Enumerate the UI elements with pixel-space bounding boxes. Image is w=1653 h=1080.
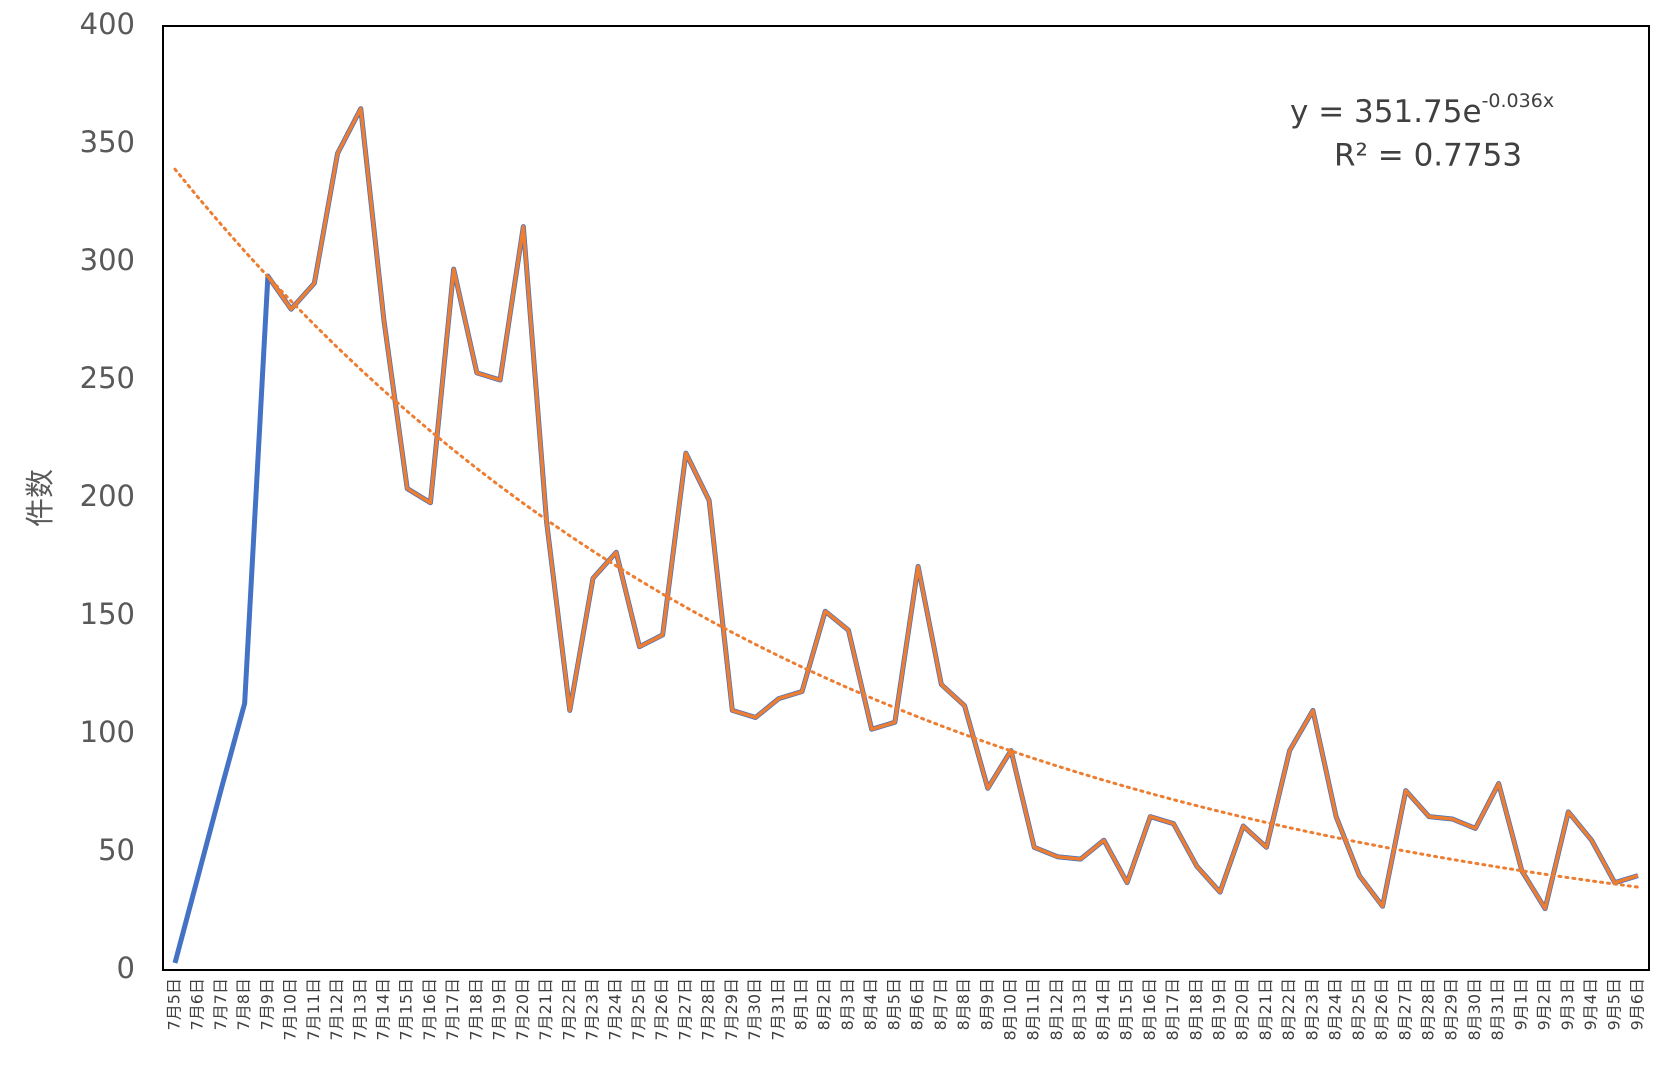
x-tick-label: 8月6日 xyxy=(908,978,927,1030)
y-tick-label: 100 xyxy=(80,715,135,749)
x-tick-label: 9月1日 xyxy=(1511,978,1530,1030)
y-tick-label: 50 xyxy=(98,833,135,867)
x-tick-label: 8月1日 xyxy=(792,978,811,1030)
x-tick-label: 7月7日 xyxy=(211,978,230,1030)
x-tick-label: 7月11日 xyxy=(304,978,323,1041)
x-tick-label: 7月13日 xyxy=(350,978,369,1041)
x-tick-label: 8月31日 xyxy=(1488,978,1507,1041)
plot-frame xyxy=(162,25,1650,971)
x-tick-label: 7月15日 xyxy=(397,978,416,1041)
x-tick-label: 8月21日 xyxy=(1256,978,1275,1041)
x-tick-label: 8月17日 xyxy=(1163,978,1182,1041)
x-tick-label: 7月5日 xyxy=(165,978,184,1030)
line-series xyxy=(172,106,1639,964)
x-tick-label: 7月23日 xyxy=(583,978,602,1041)
y-tick-label: 300 xyxy=(80,243,135,277)
x-tick-label: 8月13日 xyxy=(1070,978,1089,1041)
x-tick-label: 8月2日 xyxy=(815,978,834,1030)
trendline xyxy=(173,167,1640,889)
x-tick-label: 7月31日 xyxy=(768,978,787,1041)
x-tick-label: 8月18日 xyxy=(1186,978,1205,1041)
trend-equation: y = 351.75e-0.036x xyxy=(1290,90,1554,130)
x-tick-label: 8月29日 xyxy=(1442,978,1461,1041)
x-tick-label: 8月27日 xyxy=(1395,978,1414,1041)
x-tick-label: 7月16日 xyxy=(420,978,439,1041)
x-tick-label: 8月15日 xyxy=(1117,978,1136,1041)
x-tick-label: 7月25日 xyxy=(629,978,648,1041)
x-tick-label: 9月5日 xyxy=(1604,978,1623,1030)
x-tick-label: 8月20日 xyxy=(1233,978,1252,1041)
x-tick-label: 8月19日 xyxy=(1210,978,1229,1041)
x-tick-label: 8月12日 xyxy=(1047,978,1066,1041)
y-tick-label: 350 xyxy=(80,125,135,159)
y-axis-label: 件数 xyxy=(23,469,57,527)
r-squared: R² = 0.7753 xyxy=(1334,138,1522,174)
x-tick-label: 7月28日 xyxy=(699,978,718,1041)
x-tick-label: 8月5日 xyxy=(884,978,903,1030)
x-tick-label: 7月24日 xyxy=(606,978,625,1041)
x-tick-label: 8月24日 xyxy=(1326,978,1345,1041)
x-tick-label: 7月8日 xyxy=(234,978,253,1030)
x-tick-label: 8月14日 xyxy=(1093,978,1112,1041)
x-tick-label: 7月19日 xyxy=(490,978,509,1041)
x-tick-label: 7月18日 xyxy=(466,978,485,1041)
x-tick-label: 8月3日 xyxy=(838,978,857,1030)
x-tick-label: 9月3日 xyxy=(1558,978,1577,1030)
x-tick-label: 7月14日 xyxy=(374,978,393,1041)
x-tick-label: 7月26日 xyxy=(652,978,671,1041)
x-tick-label: 8月8日 xyxy=(954,978,973,1030)
x-tick-label: 7月27日 xyxy=(675,978,694,1041)
x-tick-label: 8月26日 xyxy=(1372,978,1391,1041)
x-tick-label: 9月2日 xyxy=(1535,978,1554,1030)
x-tick-label: 8月16日 xyxy=(1140,978,1159,1041)
x-tick-label: 9月6日 xyxy=(1628,978,1647,1030)
x-tick-label: 8月11日 xyxy=(1024,978,1043,1041)
x-tick-label: 7月22日 xyxy=(559,978,578,1041)
x-tick-label: 8月10日 xyxy=(1001,978,1020,1041)
x-tick-label: 7月6日 xyxy=(188,978,207,1030)
x-tick-label: 8月30日 xyxy=(1465,978,1484,1041)
x-tick-label: 8月9日 xyxy=(977,978,996,1030)
y-tick-label: 400 xyxy=(80,7,135,41)
x-tick-label: 8月4日 xyxy=(861,978,880,1030)
x-tick-label: 8月25日 xyxy=(1349,978,1368,1041)
equation-exponent: -0.036x xyxy=(1482,90,1555,112)
equation: y = 351.75e xyxy=(1290,94,1482,130)
x-tick-label: 8月23日 xyxy=(1302,978,1321,1041)
x-tick-label: 7月10日 xyxy=(281,978,300,1041)
x-tick-label: 7月30日 xyxy=(745,978,764,1041)
x-tick-label: 7月20日 xyxy=(513,978,532,1041)
x-tick-label: 7月12日 xyxy=(327,978,346,1041)
x-tick-label: 7月9日 xyxy=(257,978,276,1030)
y-tick-label: 200 xyxy=(80,479,135,513)
x-tick-label: 7月17日 xyxy=(443,978,462,1041)
x-tick-label: 8月7日 xyxy=(931,978,950,1030)
x-tick-label: 7月21日 xyxy=(536,978,555,1041)
x-tick-label: 8月28日 xyxy=(1419,978,1438,1041)
x-tick-label: 7月29日 xyxy=(722,978,741,1041)
line-series xyxy=(266,106,1639,911)
y-tick-label: 0 xyxy=(117,951,135,985)
x-tick-label: 8月22日 xyxy=(1279,978,1298,1041)
y-tick-label: 250 xyxy=(80,361,135,395)
y-tick-label: 150 xyxy=(80,597,135,631)
x-tick-label: 9月4日 xyxy=(1581,978,1600,1030)
